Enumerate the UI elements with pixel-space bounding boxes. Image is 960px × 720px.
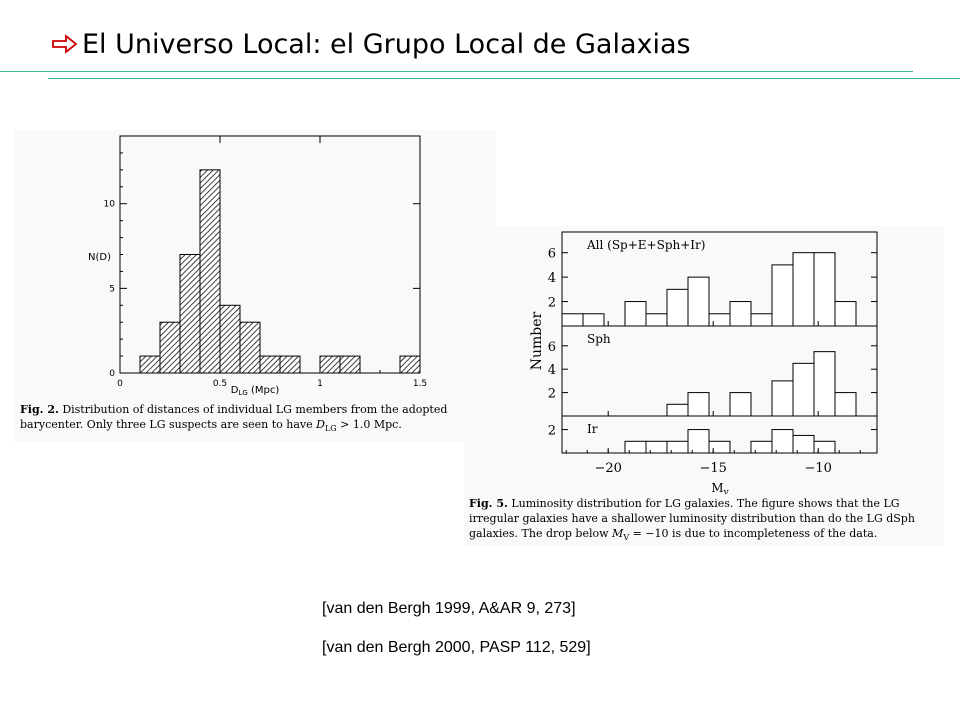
figure-caption: Fig. 5. Luminosity distribution for LG g… bbox=[469, 496, 939, 545]
histogram-bar bbox=[279, 355, 301, 374]
panel-label: Ir bbox=[587, 422, 598, 436]
caption-tail: > 1.0 Mpc. bbox=[340, 418, 402, 431]
histogram-bar bbox=[645, 313, 668, 327]
caption-subscript: V bbox=[623, 533, 630, 543]
histogram-bar bbox=[666, 288, 689, 327]
histogram-bar bbox=[561, 313, 584, 327]
y-tick-label: 6 bbox=[548, 340, 556, 355]
histogram-bar bbox=[624, 301, 647, 327]
histogram-bar bbox=[708, 313, 731, 327]
caption-text: Distribution of distances of individual … bbox=[20, 403, 448, 431]
x-tick-label: 0 bbox=[117, 379, 123, 389]
reference-citation: [van den Bergh 2000, PASP 112, 529] bbox=[322, 639, 591, 656]
histogram-bar bbox=[750, 313, 773, 327]
y-tick-label: 2 bbox=[548, 424, 556, 439]
histogram-bar bbox=[339, 355, 361, 374]
histogram-bar bbox=[813, 440, 836, 454]
y-axis-label: N(D) bbox=[88, 252, 111, 263]
caption-subscript: LG bbox=[324, 424, 337, 434]
histogram-bar bbox=[199, 169, 221, 374]
y-tick-label: 5 bbox=[109, 284, 115, 294]
histogram-bar bbox=[259, 355, 281, 374]
histogram-bar bbox=[813, 351, 836, 417]
title-rule-upper bbox=[0, 71, 913, 72]
x-axis-label: DLG (Mpc) bbox=[231, 385, 280, 397]
y-tick-label: 6 bbox=[548, 247, 556, 262]
caption-text: Luminosity distribution for LG galaxies.… bbox=[469, 497, 915, 540]
histogram-bar bbox=[792, 362, 815, 417]
figure-luminosity-histogram: 2 4 6 All (Sp+E+Sph+Ir) 2 4 6 Sph 2 Ir −20 −15 −10 Nu… bbox=[464, 226, 944, 546]
histogram-bar bbox=[666, 403, 689, 417]
figure-caption: Fig. 2. Distribution of distances of ind… bbox=[20, 402, 492, 436]
y-tick-label: 4 bbox=[548, 363, 556, 378]
histogram-bar bbox=[219, 304, 241, 374]
y-axis-label: Number bbox=[529, 311, 545, 370]
reference-citation: [van den Bergh 1999, A&AR 9, 273] bbox=[322, 600, 576, 617]
title-rule-lower bbox=[48, 78, 960, 79]
slide-title: El Universo Local: el Grupo Local de Gal… bbox=[52, 24, 691, 64]
arrow-right-outline-icon bbox=[52, 34, 78, 54]
figure-distance-histogram: 0 0.5 1 1.5 0 5 10 N(D) DLG (Mpc) Fig. 2. Distri… bbox=[15, 130, 496, 442]
histogram-bar bbox=[624, 440, 647, 454]
histogram-bar bbox=[708, 440, 731, 454]
histogram-bar bbox=[399, 355, 421, 374]
x-tick-label: −20 bbox=[594, 461, 621, 476]
y-tick-label: 10 bbox=[104, 200, 116, 210]
histogram-bar bbox=[687, 429, 710, 454]
x-tick-label: 1.5 bbox=[413, 379, 427, 389]
histogram-bar bbox=[750, 440, 773, 454]
y-tick-label: 2 bbox=[548, 387, 556, 402]
histogram-bar bbox=[771, 264, 794, 327]
y-tick-label: 0 bbox=[109, 369, 115, 379]
y-tick-label: 4 bbox=[548, 271, 556, 286]
caption-variable: M bbox=[612, 527, 624, 540]
y-tick-label: 2 bbox=[548, 296, 556, 311]
histogram-bar bbox=[179, 254, 201, 374]
caption-label: Fig. 5. bbox=[469, 497, 508, 510]
histogram-bar bbox=[687, 276, 710, 327]
histogram-bar bbox=[319, 355, 341, 374]
histogram-bar bbox=[792, 434, 815, 454]
luminosity-histogram-chart: 2 4 6 All (Sp+E+Sph+Ir) 2 4 6 Sph 2 Ir −20 −15 −10 Nu… bbox=[529, 231, 878, 494]
histogram-bar bbox=[834, 392, 857, 417]
panel-frame bbox=[561, 415, 878, 454]
histogram-bar bbox=[771, 429, 794, 454]
distance-histogram-chart: 0 0.5 1 1.5 0 5 10 N(D) DLG (Mpc) bbox=[88, 135, 427, 397]
histogram-bar bbox=[729, 301, 752, 327]
x-tick-label: −10 bbox=[804, 461, 831, 476]
histogram-bar bbox=[792, 252, 815, 327]
caption-tail: = −10 is due to incompleteness of the da… bbox=[632, 527, 878, 540]
slide-title-text: El Universo Local: el Grupo Local de Gal… bbox=[82, 28, 691, 60]
histogram-bar bbox=[645, 440, 668, 454]
caption-label: Fig. 2. bbox=[20, 403, 59, 416]
histogram-bar bbox=[729, 392, 752, 417]
caption-variable: D bbox=[316, 418, 325, 431]
x-tick-label: 1 bbox=[317, 379, 323, 389]
histogram-bar bbox=[813, 252, 836, 327]
x-tick-label: 0.5 bbox=[213, 379, 227, 389]
histogram-bar bbox=[239, 321, 261, 374]
panel-label: Sph bbox=[587, 332, 611, 346]
x-tick-label: −15 bbox=[699, 461, 726, 476]
panel-label: All (Sp+E+Sph+Ir) bbox=[586, 238, 705, 252]
histogram-bar bbox=[687, 392, 710, 417]
x-axis-label: Mv bbox=[711, 481, 729, 494]
histogram-bar bbox=[139, 355, 161, 374]
histogram-bar bbox=[582, 313, 605, 327]
histogram-bar bbox=[834, 301, 857, 327]
histogram-bar bbox=[666, 440, 689, 454]
histogram-bar bbox=[159, 321, 181, 374]
histogram-bar bbox=[771, 380, 794, 417]
